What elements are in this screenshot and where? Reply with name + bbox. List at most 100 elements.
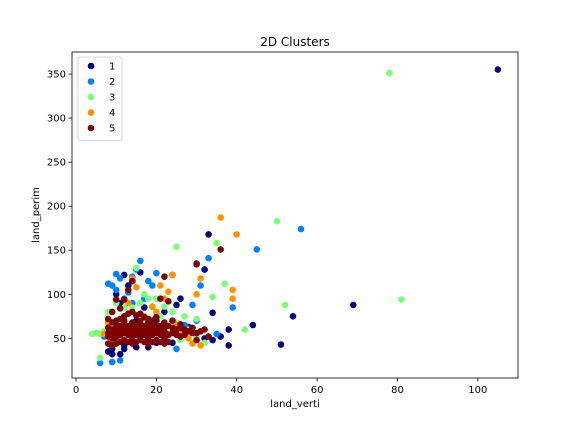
data-point-series-3 bbox=[273, 217, 281, 225]
data-point-series-2 bbox=[137, 257, 144, 265]
data-point-series-3 bbox=[88, 330, 96, 338]
data-point-series-2 bbox=[149, 282, 156, 289]
data-point-series-2 bbox=[112, 286, 120, 294]
x-tick-label: 40 bbox=[230, 385, 243, 396]
data-point-series-3 bbox=[145, 295, 152, 303]
data-point-series-1 bbox=[141, 304, 148, 311]
data-point-series-1 bbox=[350, 301, 357, 309]
data-point-series-5 bbox=[137, 317, 144, 325]
data-point-series-5 bbox=[120, 317, 128, 325]
x-tick-label: 20 bbox=[150, 385, 163, 396]
data-point-series-3 bbox=[241, 326, 249, 333]
data-point-series-3 bbox=[96, 354, 104, 362]
data-point-series-5 bbox=[181, 331, 188, 339]
x-tick-label: 60 bbox=[311, 385, 324, 396]
data-point-series-1 bbox=[289, 313, 297, 320]
data-point-series-5 bbox=[129, 319, 136, 326]
data-point-series-2 bbox=[213, 330, 220, 338]
x-tick-label: 0 bbox=[73, 385, 79, 396]
data-point-series-1 bbox=[205, 231, 212, 238]
data-point-series-1 bbox=[277, 341, 285, 348]
legend-marker-4 bbox=[87, 109, 95, 116]
y-tick-label: 350 bbox=[47, 70, 66, 81]
points-layer bbox=[88, 66, 502, 367]
plot-area-frame bbox=[71, 51, 519, 379]
data-point-series-4 bbox=[233, 231, 240, 238]
legend-marker-2 bbox=[87, 78, 95, 85]
data-point-series-2 bbox=[153, 269, 160, 277]
data-point-series-5 bbox=[108, 308, 116, 316]
data-point-series-5 bbox=[157, 295, 164, 303]
data-point-series-4 bbox=[165, 288, 172, 296]
data-point-series-5 bbox=[153, 324, 160, 332]
y-axis-label: land_perim bbox=[31, 187, 42, 243]
y-tick-label: 300 bbox=[47, 114, 66, 125]
data-point-series-5 bbox=[153, 313, 160, 321]
data-point-series-2 bbox=[297, 225, 305, 233]
data-point-series-1 bbox=[209, 309, 216, 317]
data-point-series-2 bbox=[253, 246, 261, 253]
data-point-series-2 bbox=[197, 282, 204, 289]
data-point-series-3 bbox=[193, 315, 200, 323]
data-point-series-4 bbox=[133, 283, 140, 291]
legend: 1 2 3 4 5 bbox=[77, 56, 123, 141]
data-point-series-2 bbox=[189, 301, 196, 309]
data-point-series-5 bbox=[112, 296, 120, 303]
data-point-series-3 bbox=[161, 303, 168, 310]
data-point-series-5 bbox=[169, 317, 176, 325]
data-point-series-5 bbox=[161, 319, 168, 326]
data-point-series-5 bbox=[116, 305, 124, 312]
data-point-series-5 bbox=[165, 298, 172, 305]
legend-label-2: 2 bbox=[109, 77, 115, 88]
data-point-series-5 bbox=[165, 338, 172, 346]
data-point-series-5 bbox=[201, 326, 208, 333]
data-point-series-3 bbox=[221, 280, 228, 288]
data-point-series-3 bbox=[213, 239, 220, 247]
data-point-series-5 bbox=[161, 273, 168, 281]
y-axis: 50 100 150 200 250 300 350 bbox=[47, 70, 72, 345]
y-tick-label: 250 bbox=[47, 158, 66, 169]
data-point-series-3 bbox=[137, 299, 144, 307]
data-point-series-3 bbox=[281, 301, 289, 309]
data-point-series-5 bbox=[217, 246, 224, 253]
data-point-series-3 bbox=[173, 243, 180, 250]
data-point-series-1 bbox=[225, 326, 232, 333]
data-point-series-5 bbox=[129, 277, 136, 285]
data-point-series-4 bbox=[153, 308, 160, 316]
data-point-series-5 bbox=[104, 329, 112, 337]
data-point-series-4 bbox=[169, 271, 176, 279]
data-point-series-4 bbox=[217, 214, 224, 221]
data-point-series-5 bbox=[145, 319, 152, 326]
data-point-series-2 bbox=[173, 345, 180, 353]
data-point-series-2 bbox=[112, 270, 120, 278]
data-point-series-2 bbox=[116, 275, 124, 282]
data-point-series-5 bbox=[189, 324, 196, 332]
data-point-series-4 bbox=[229, 295, 236, 303]
y-tick-label: 200 bbox=[47, 202, 66, 213]
legend-label-4: 4 bbox=[109, 108, 115, 119]
data-point-series-1 bbox=[177, 295, 184, 303]
data-point-series-5 bbox=[193, 336, 200, 344]
data-point-series-3 bbox=[386, 69, 393, 77]
data-point-series-5 bbox=[125, 286, 132, 294]
data-point-series-1 bbox=[108, 350, 116, 358]
data-point-series-4 bbox=[193, 291, 200, 298]
data-point-series-2 bbox=[108, 358, 116, 366]
data-point-series-3 bbox=[169, 308, 176, 316]
data-point-series-3 bbox=[133, 264, 140, 272]
data-point-series-2 bbox=[229, 304, 236, 311]
data-point-series-1 bbox=[161, 308, 168, 316]
data-point-series-4 bbox=[197, 342, 204, 349]
data-point-series-1 bbox=[494, 66, 502, 73]
data-point-series-5 bbox=[161, 328, 168, 335]
data-point-series-1 bbox=[201, 266, 208, 273]
data-point-series-4 bbox=[229, 286, 236, 294]
x-axis: 0 20 40 60 80 100 bbox=[73, 378, 487, 396]
data-point-series-4 bbox=[157, 282, 164, 289]
data-point-series-3 bbox=[181, 313, 188, 320]
data-point-series-3 bbox=[141, 291, 148, 298]
data-point-series-5 bbox=[177, 321, 184, 328]
data-point-series-4 bbox=[149, 303, 156, 310]
data-point-series-4 bbox=[197, 275, 204, 282]
x-axis-label: land_verti bbox=[270, 399, 319, 410]
